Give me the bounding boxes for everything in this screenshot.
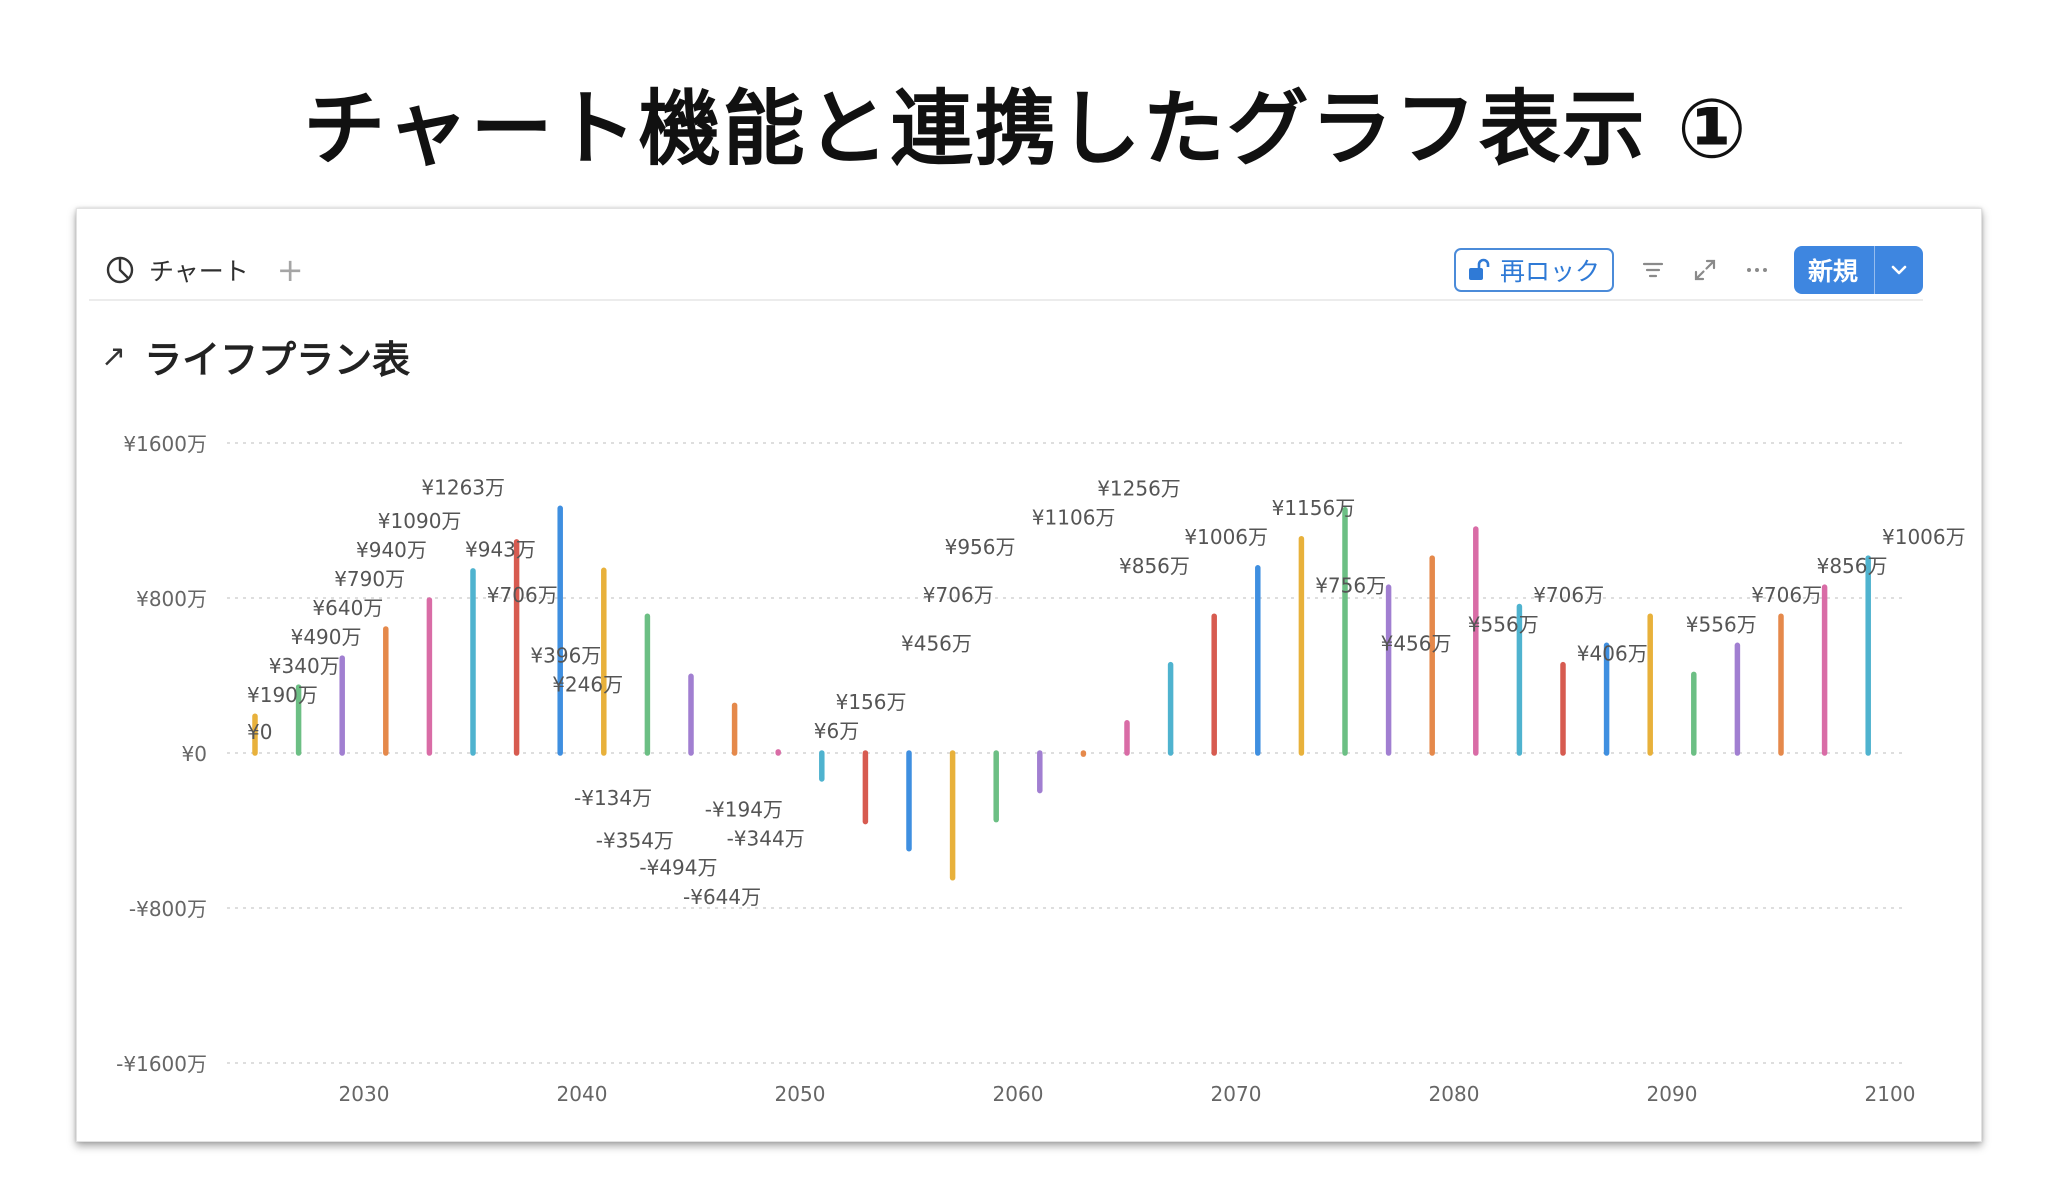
data-label: ¥956万 [945,535,1016,559]
data-label: ¥1256万 [1097,477,1181,501]
data-label: -¥344万 [727,827,805,851]
data-label: ¥706万 [1751,583,1822,607]
y-tick-label: -¥800万 [129,897,207,921]
data-label: -¥134万 [574,786,652,810]
x-tick-label: 2030 [339,1082,390,1106]
data-label: ¥406万 [1577,641,1648,665]
data-label: ¥456万 [901,632,972,656]
y-tick-label: ¥0 [182,742,207,766]
x-tick-label: 2050 [775,1082,826,1106]
data-label: ¥1090万 [378,509,462,533]
data-label: ¥456万 [1381,632,1452,656]
pie-chart-icon [106,256,134,284]
data-label: ¥556万 [1468,612,1539,636]
data-label: ¥940万 [356,538,427,562]
data-label: -¥494万 [639,856,717,880]
relock-label: 再ロック [1499,257,1600,286]
y-tick-label: ¥1600万 [123,432,207,456]
open-link-arrow-icon: ↗ [101,339,127,374]
y-tick-label: ¥800万 [136,587,207,611]
data-label: ¥943万 [465,537,536,561]
data-label: ¥156万 [836,690,907,714]
x-tick-label: 2040 [557,1082,608,1106]
y-tick-label: -¥1600万 [116,1052,207,1076]
add-view-button[interactable]: + [276,251,304,289]
data-label: ¥490万 [291,625,362,649]
data-label: ¥556万 [1686,612,1757,636]
view-toolbar: チャート + 再ロック [89,241,1923,301]
data-label: ¥1006万 [1882,525,1966,549]
data-label: ¥706万 [487,583,558,607]
data-label: ¥790万 [334,567,405,591]
data-label: ¥1006万 [1184,525,1268,549]
data-label: ¥706万 [923,583,994,607]
data-label: ¥0 [247,720,272,744]
data-label: ¥856万 [1817,554,1888,578]
data-label: -¥354万 [596,829,674,853]
data-label: ¥706万 [1533,583,1604,607]
data-label: ¥856万 [1119,554,1190,578]
data-label: ¥640万 [312,596,383,620]
data-label: ¥1263万 [421,475,505,499]
data-label: -¥194万 [705,798,783,822]
x-tick-label: 2080 [1429,1082,1480,1106]
data-label: -¥644万 [683,885,761,909]
data-label: ¥6万 [814,719,859,743]
data-label: ¥246万 [552,672,623,696]
more-icon[interactable] [1744,257,1770,283]
chevron-down-icon[interactable] [1875,246,1923,294]
data-label: ¥396万 [530,643,601,667]
x-tick-label: 2070 [1211,1082,1262,1106]
view-actions: 再ロック 新規 [1453,246,1923,294]
data-label: ¥756万 [1315,574,1386,598]
filter-icon[interactable] [1640,257,1666,283]
data-label: ¥190万 [247,683,318,707]
chart-view-card: チャート + 再ロック [76,208,1982,1142]
data-label: ¥1156万 [1272,496,1356,520]
x-tick-label: 2100 [1865,1082,1916,1106]
bar-chart: ¥1600万 ¥800万 ¥0 -¥800万 -¥1600万 2030 2040 2050 20… [116,432,1966,1106]
tab-chart-label: チャート [149,257,249,286]
tab-chart[interactable]: チャート [105,252,249,288]
data-label: ¥1106万 [1032,506,1116,530]
x-tick-label: 2090 [1647,1082,1698,1106]
chart-title: ライフプラン表 [144,338,411,382]
relock-button[interactable]: 再ロック [1453,248,1614,292]
new-button-label: 新規 [1794,246,1875,294]
slide-title: チャート機能と連携したグラフ表示 ① [303,82,1749,177]
data-label: ¥340万 [269,654,340,678]
expand-icon[interactable] [1692,257,1718,283]
x-tick-label: 2060 [993,1082,1044,1106]
chart-heading[interactable]: ↗ ライフプラン表 [101,329,410,384]
unlock-icon [1468,258,1490,280]
new-button[interactable]: 新規 [1793,246,1923,294]
